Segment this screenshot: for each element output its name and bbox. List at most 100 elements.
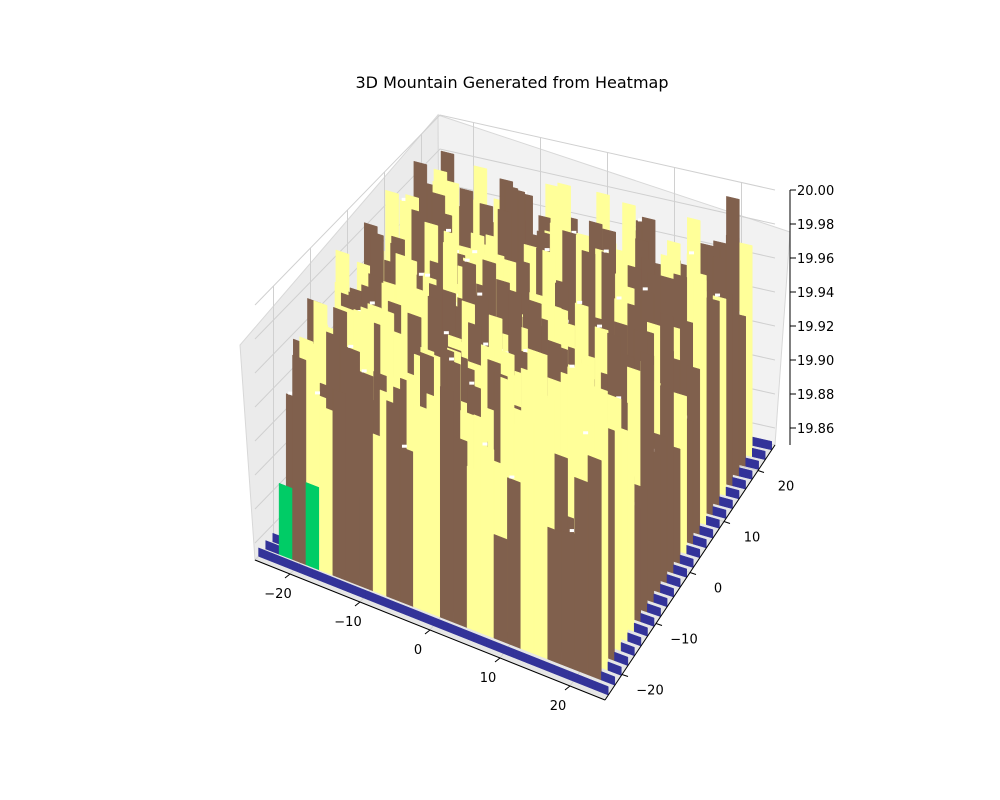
y-tick-label-1: −10 [670, 633, 697, 648]
z-tick-label-7: 20.00 [797, 184, 834, 199]
y-tick-0 [621, 674, 629, 677]
surface-bar-25-10 [660, 583, 674, 598]
surface-highlight-21-15 [642, 287, 648, 291]
surface-bar-20-1 [533, 421, 548, 660]
z-tick-label-2: 19.90 [797, 354, 834, 369]
surface-highlight-24-20 [715, 293, 721, 297]
surface-bar-18-1 [507, 477, 522, 649]
surface-highlight-14-18 [571, 230, 577, 234]
surface-bar-12-1 [426, 393, 441, 618]
surface-bar-23-1 [574, 476, 589, 676]
surface-bar-25-5 [627, 632, 642, 647]
surface-bar-25-12 [673, 564, 687, 578]
surface-highlight-23-7 [616, 396, 622, 400]
x-tick-0 [284, 573, 291, 579]
surface-bar-25-11 [666, 574, 681, 588]
surface-highlight-10-1 [401, 444, 407, 448]
surface-highlight-6-15 [445, 228, 451, 232]
surface-bar-24-1 [587, 455, 602, 681]
surface-bar-25-23 [745, 457, 759, 470]
y-tick-label-0: −20 [636, 684, 663, 699]
surface-highlight-15-9 [523, 349, 529, 353]
x-tick-label-3: 10 [480, 671, 497, 686]
surface-bar-25-6 [633, 622, 648, 637]
surface-highlight-13-16 [544, 248, 550, 252]
x-tick-label-4: 20 [550, 699, 567, 714]
surface-bar-15-1 [466, 465, 481, 634]
surface-bar-13-1 [439, 386, 454, 623]
y-tick-3 [723, 521, 731, 524]
surface-bar-25-17 [706, 515, 720, 529]
surface-highlight-18-1 [509, 475, 515, 479]
surface-bar-6-1 [345, 346, 360, 587]
z-tick-label-3: 19.92 [797, 320, 834, 335]
surface-bar-3-1 [305, 482, 320, 571]
surface-bar-5-1 [332, 388, 347, 581]
surface-bar-25-13 [679, 554, 694, 568]
surface-bar-4-1 [319, 405, 334, 576]
surface [258, 150, 772, 696]
y-tick-1 [655, 623, 663, 626]
x-tick-3 [494, 657, 501, 663]
x-tick-4 [564, 685, 571, 691]
surface-highlight-17-17 [603, 249, 609, 253]
surface-bar-22-1 [560, 530, 575, 670]
surface-bar-25-22 [738, 467, 753, 480]
surface-bar-25-0 [594, 680, 609, 696]
surface-highlight-22-20 [689, 251, 695, 255]
surface-highlight-16-1 [482, 442, 488, 446]
surface-bar-17-1 [493, 533, 508, 644]
surface-bar-25-4 [620, 642, 635, 657]
surface-highlight-16-15 [577, 300, 583, 304]
surface-highlight-14-3 [469, 381, 475, 385]
grid-line-z-7 [254, 114, 776, 306]
surface-bar-25-3 [614, 651, 629, 667]
surface-highlight-6-1 [348, 344, 354, 348]
surface-highlight-8-15 [472, 250, 478, 254]
surface-bar-25-14 [686, 544, 701, 559]
surface-highlight-17-16 [597, 324, 603, 328]
surface-bar-2-1 [292, 354, 307, 566]
surface-bar-8-1 [372, 433, 387, 597]
y-tick-label-2: 0 [714, 582, 722, 597]
surface-highlight-5-13 [418, 272, 424, 276]
x-tick-label-2: 0 [414, 643, 422, 658]
surface-bar-25-7 [640, 612, 655, 627]
surface-bar-25-9 [653, 593, 668, 608]
y-tick-label-3: 10 [744, 531, 761, 546]
surface-bar-25-20 [725, 486, 740, 500]
surface-bar-25-15 [692, 535, 707, 549]
surface-bar-25-21 [732, 476, 746, 490]
surface-highlight-7-1 [361, 369, 367, 373]
surface-highlight-23-2 [583, 431, 589, 435]
surface-bar-19-1 [520, 446, 535, 655]
surface-highlight-6-12 [425, 273, 431, 277]
z-tick-label-6: 19.98 [797, 218, 834, 233]
z-tick-label-5: 19.96 [797, 252, 834, 267]
surface-highlight-3-2 [315, 391, 321, 395]
surface-bar-21-1 [547, 526, 562, 665]
axes: −20 −10 0 10 20 −20 −10 0 10 20 19.86 19.88 19.90 19.… [254, 184, 834, 714]
surface-bar-11-1 [413, 403, 428, 613]
surface-highlight-16-24 [638, 218, 644, 222]
surface-highlight-20-6 [569, 364, 575, 368]
x-tick-2 [424, 629, 431, 635]
surface-bar-25-18 [712, 506, 727, 519]
surface-bar-25-24 [752, 447, 766, 461]
surface-bar-9-1 [386, 400, 401, 602]
y-tick-4 [757, 470, 765, 473]
chart-title: 3D Mountain Generated from Heatmap [356, 73, 669, 92]
z-tick-label-4: 19.94 [797, 286, 834, 301]
surface-bar-10-1 [399, 446, 414, 608]
z-tick-label-1: 19.88 [797, 388, 834, 403]
y-tick-2 [689, 572, 697, 575]
grid-line-z-6 [254, 148, 776, 340]
surface-bar-25-25 [758, 438, 772, 451]
y-tick-label-4: 20 [778, 480, 795, 495]
surface-highlight-11-10 [477, 292, 483, 296]
surface-highlight-22-2 [569, 529, 575, 533]
surface-bar-14-1 [453, 435, 468, 629]
x-tick-1 [354, 601, 361, 607]
surface-highlight-1-18 [401, 197, 407, 201]
